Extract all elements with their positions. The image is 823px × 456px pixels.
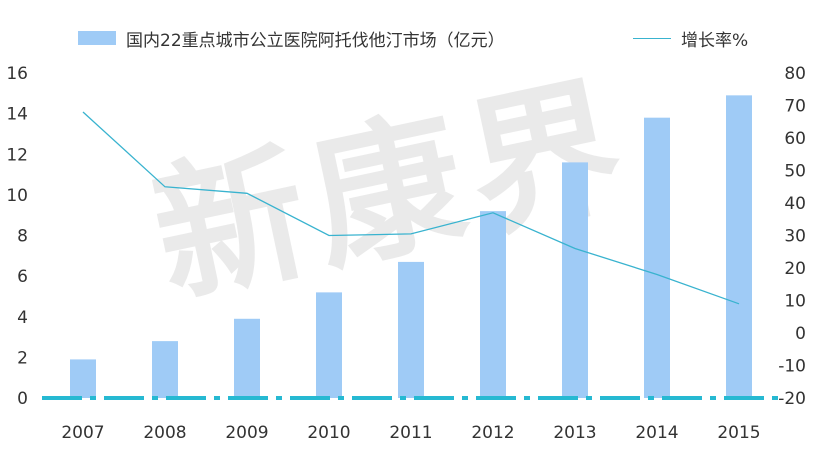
bar-2012 [480, 211, 506, 398]
legend-bar-entry: 国内22重点城市公立医院阿托伐他汀市场（亿元） [78, 28, 505, 51]
legend-bar-label: 国内22重点城市公立医院阿托伐他汀市场（亿元） [126, 30, 505, 51]
bar-2007 [70, 359, 96, 398]
bar-2014 [644, 117, 670, 398]
y-right-tick-label: 10 [784, 292, 806, 312]
y-right-tick-label: 0 [795, 324, 806, 344]
bar-2011 [398, 261, 424, 398]
y-right-tick-label: 40 [784, 194, 806, 214]
legend-line-label: 增长率% [681, 30, 749, 51]
x-tick-label: 2011 [389, 423, 432, 443]
legend-line-swatch [633, 37, 671, 39]
y-right-tick-label: 60 [784, 129, 806, 149]
y-left-tick-label: 0 [17, 389, 28, 409]
y-right-tick-label: 70 [784, 97, 806, 117]
y-left-tick-label: 14 [6, 105, 28, 125]
y-left-tick-label: 12 [6, 145, 28, 165]
y-left-tick-label: 8 [17, 227, 28, 247]
y-right-tick-label: 80 [784, 64, 806, 84]
y-right-tick-label: 20 [784, 259, 806, 279]
legend-line-entry: 增长率% [633, 28, 749, 51]
x-tick-label: 2008 [143, 423, 186, 443]
y-left-tick-label: 16 [6, 64, 28, 84]
x-tick-label: 2014 [635, 423, 678, 443]
bar-2010 [316, 292, 342, 398]
x-tick-label: 2010 [307, 423, 350, 443]
x-tick-label: 2015 [717, 423, 760, 443]
y-left-tick-label: 2 [17, 348, 28, 368]
y-right-tick-label: 30 [784, 227, 806, 247]
y-right-tick-label: -10 [778, 357, 806, 377]
x-tick-label: 2012 [471, 423, 514, 443]
bar-2013 [562, 162, 588, 398]
y-left-tick-label: 6 [17, 267, 28, 287]
y-right-tick-label: -20 [778, 389, 806, 409]
bar-2009 [234, 318, 260, 398]
y-left-tick-label: 4 [17, 308, 28, 328]
x-tick-label: 2009 [225, 423, 268, 443]
legend-bar-swatch [78, 31, 116, 45]
y-right-tick-label: 50 [784, 162, 806, 182]
x-tick-label: 2013 [553, 423, 596, 443]
y-left-tick-label: 10 [6, 186, 28, 206]
x-tick-label: 2007 [61, 423, 104, 443]
bar-2015 [726, 95, 752, 398]
bar-2008 [152, 341, 178, 398]
